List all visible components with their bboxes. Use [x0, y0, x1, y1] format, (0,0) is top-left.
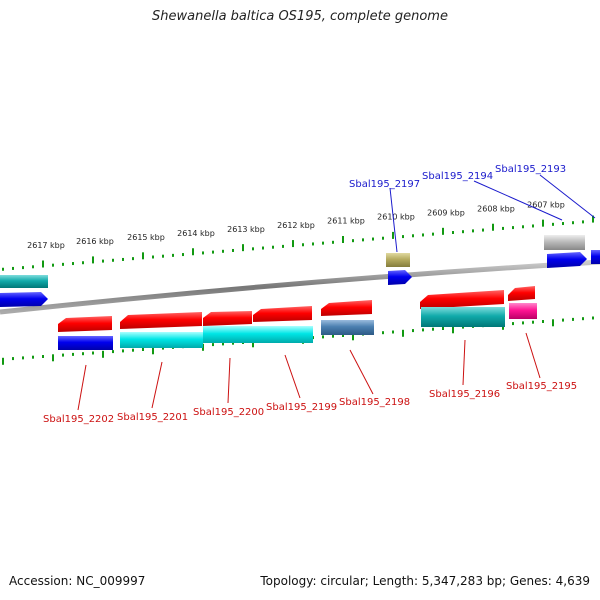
- gene-sbal195-2196-sub-feature[interactable]: [421, 307, 505, 327]
- scale-label: 2610 kbp: [377, 213, 415, 222]
- gene-label-sbal195-2202: Sbal195_2202: [43, 414, 114, 425]
- gene-sbal195-2196-feature[interactable]: [420, 290, 504, 309]
- gene-sbal195-2198-sub-feature[interactable]: [321, 320, 374, 335]
- gene-sbal195-2202-sub-feature[interactable]: [58, 336, 113, 350]
- gene-label-sbal195-2199: Sbal195_2199: [266, 402, 337, 413]
- gene-sbal195-2201-sub-feature[interactable]: [120, 332, 203, 348]
- gene-sbal195-2193-sub-feature[interactable]: [544, 235, 585, 250]
- gene-label-sbal195-2201: Sbal195_2201: [117, 412, 188, 423]
- gene-sbal195-2195-feature[interactable]: [508, 286, 535, 301]
- scale-ruler-lower: [2, 316, 594, 365]
- leader-sbal195-2193: [539, 174, 596, 219]
- scale-label: 2616 kbp: [76, 237, 114, 246]
- scale-label: 2612 kbp: [277, 221, 315, 230]
- scale-label: 2614 kbp: [177, 229, 215, 238]
- leader-sbal195-2201: [151, 361, 163, 409]
- map-title: Shewanella baltica OS195, complete genom…: [152, 9, 448, 24]
- forward-feature-right-blue[interactable]: [591, 250, 600, 264]
- scale-labels: 2617 kbp 2616 kbp 2615 kbp 2614 kbp 2613 kbp…: [27, 200, 565, 250]
- scale-label: 2611 kbp: [327, 217, 365, 226]
- scale-label: 2613 kbp: [227, 225, 265, 234]
- leader-sbal195-2198: [349, 349, 374, 395]
- genome-backbone: [0, 259, 600, 315]
- leader-sbal195-2199: [284, 354, 301, 399]
- gene-sbal195-2202-feature[interactable]: [58, 316, 112, 332]
- forward-feature-left-blue[interactable]: [0, 292, 48, 307]
- gene-label-sbal195-2198: Sbal195_2198: [339, 397, 410, 408]
- leader-sbal195-2195: [525, 332, 541, 379]
- scale-label: 2609 kbp: [427, 209, 465, 218]
- leader-sbal195-2194: [473, 180, 563, 221]
- scale-ruler-upper: [2, 215, 594, 271]
- scale-label: 2608 kbp: [477, 204, 515, 213]
- gene-sbal195-2198-feature[interactable]: [321, 300, 372, 316]
- gene-label-sbal195-2195: Sbal195_2195: [506, 381, 577, 392]
- gene-sbal195-2197-sub-feature[interactable]: [386, 253, 410, 267]
- genome-summary-text: Topology: circular; Length: 5,347,283 bp…: [260, 574, 590, 588]
- accession-text: Accession: NC_009997: [9, 574, 146, 588]
- leader-sbal195-2196: [462, 339, 466, 386]
- gene-label-sbal195-2197: Sbal195_2197: [349, 179, 420, 190]
- gene-label-sbal195-2196: Sbal195_2196: [429, 389, 500, 400]
- gene-label-sbal195-2193: Sbal195_2193: [495, 164, 566, 175]
- scale-label: 2607 kbp: [527, 200, 565, 209]
- leader-sbal195-2197: [389, 187, 398, 253]
- gene-sbal195-2194-feature[interactable]: [547, 252, 587, 268]
- gene-label-sbal195-2200: Sbal195_2200: [193, 407, 264, 418]
- gene-sbal195-2199-sub-feature[interactable]: [203, 326, 313, 343]
- gene-sbal195-2199-feature[interactable]: [253, 306, 312, 322]
- gene-label-sbal195-2194: Sbal195_2194: [422, 171, 493, 182]
- gene-sbal195-2201-feature[interactable]: [120, 312, 202, 329]
- scale-label: 2615 kbp: [127, 233, 165, 242]
- forward-feature-left-teal[interactable]: [0, 275, 48, 288]
- leader-sbal195-2202: [77, 364, 87, 411]
- scale-label: 2617 kbp: [27, 241, 65, 250]
- gene-sbal195-2197-feature[interactable]: [388, 270, 412, 285]
- leader-sbal195-2200: [227, 357, 231, 404]
- gene-sbal195-2195-sub-feature[interactable]: [509, 303, 537, 319]
- gene-sbal195-2200-feature[interactable]: [203, 311, 252, 326]
